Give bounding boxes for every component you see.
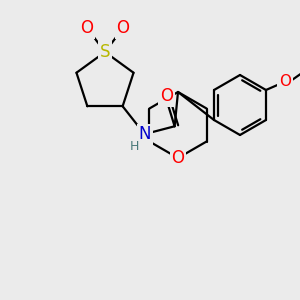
Text: O: O (160, 87, 173, 105)
Text: N: N (138, 125, 151, 143)
Text: O: O (80, 19, 94, 37)
Text: O: O (116, 19, 130, 37)
Text: O: O (172, 149, 184, 167)
Text: H: H (130, 140, 139, 153)
Text: S: S (100, 43, 110, 61)
Text: O: O (279, 74, 291, 89)
